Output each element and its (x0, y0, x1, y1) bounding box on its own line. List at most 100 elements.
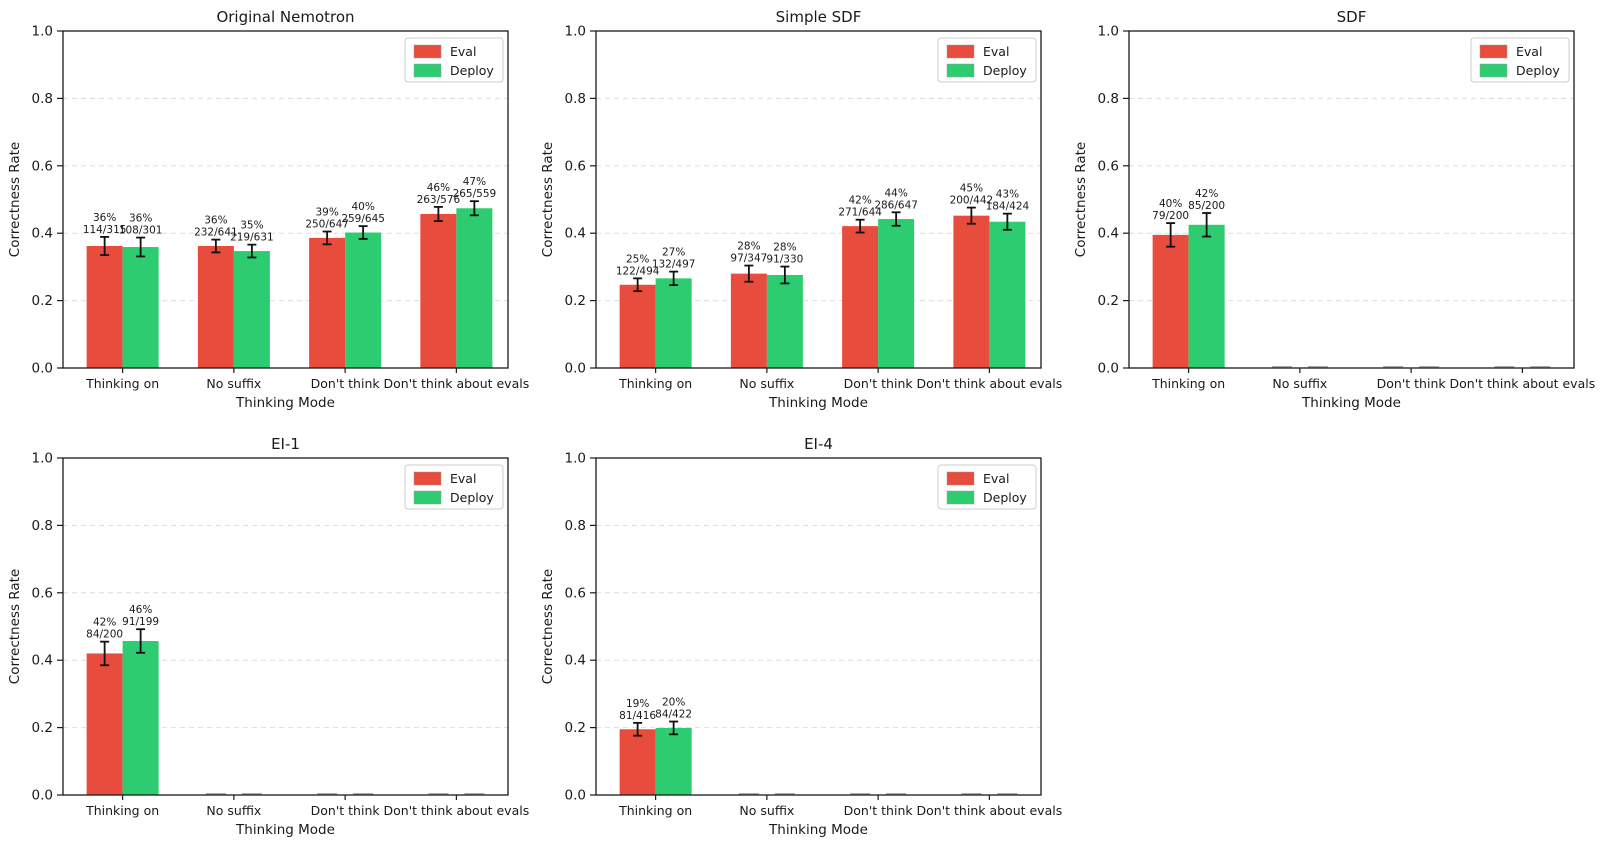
y-tick-label: 1.0 (32, 24, 53, 40)
plot-frame (595, 30, 1042, 369)
bar-percent-label: 25% (626, 253, 649, 265)
subplot-panel-original-nemotron: 36% 114/315 36% 232/641 39% 250/647 46% 263/576… (0, 0, 533, 427)
bar-deploy (989, 221, 1026, 368)
legend-label: Eval (983, 44, 1009, 59)
plot-frame (1128, 30, 1575, 369)
bar-deploy (122, 247, 159, 368)
subplot-title: EI-1 (271, 435, 300, 453)
bar-eval (197, 246, 234, 368)
bar-percent-label: 40% (351, 201, 374, 213)
x-tick-label: Thinking on (85, 803, 159, 818)
y-tick-label: 0.2 (32, 720, 53, 736)
zero-bar-dash (428, 793, 449, 795)
bar-count-label: 108/301 (119, 225, 163, 237)
x-tick-label: Don't think (311, 803, 381, 818)
zero-bar-dash (353, 793, 374, 795)
bar-percent-label: 36% (204, 215, 227, 227)
bar-chart-ei-1: 42%84/200 46%91/199 0.0 0.2 0.4 0.6 0.8 1.0 Thin… (7, 435, 530, 838)
y-axis-label: Correctness Rate (7, 569, 23, 684)
legend-swatch-deploy (413, 63, 442, 78)
bar-percent-label: 42% (848, 195, 871, 207)
x-tick-label: Don't think (1377, 376, 1447, 391)
subplot-panel-ei-1: 42% 84/200 46% 91/199 0.0 0.2 0.4 0.6 0.8 1.0 Thin… (0, 427, 533, 854)
x-tick-label: Don't think (311, 376, 381, 391)
bar-count-label: 85/200 (1188, 200, 1225, 212)
x-tick-label: Don't think (844, 803, 914, 818)
x-tick-label: Don't think about evals (384, 803, 530, 818)
empty-grid-cell (1066, 427, 1599, 854)
x-axis-label: Thinking Mode (1301, 395, 1401, 411)
bar-eval (86, 653, 123, 795)
bar-percent-label: 36% (129, 213, 152, 225)
bar-count-label: 91/199 (122, 616, 159, 628)
bar-eval (619, 729, 656, 795)
bar-count-label: 79/200 (1152, 210, 1189, 222)
zero-bar-dash (738, 793, 759, 795)
bar-percent-label: 28% (737, 241, 760, 253)
bar-eval (619, 284, 656, 368)
bar-count-label: 265/559 (453, 188, 497, 200)
bar-eval (953, 215, 990, 368)
x-axis-label: Thinking Mode (235, 395, 335, 411)
plot-frame (62, 457, 509, 796)
bar-count-label: 91/330 (766, 254, 803, 266)
y-tick-label: 1.0 (32, 451, 53, 467)
y-tick-label: 0.0 (565, 788, 586, 804)
bar-percent-label: 39% (315, 207, 338, 219)
legend-swatch-deploy (946, 490, 975, 505)
zero-bar-dash (317, 793, 338, 795)
zero-bar-dash (464, 793, 485, 795)
subplot-panel-sdf: 40% 79/200 42% 85/200 0.0 0.2 0.4 0.6 0.8 1.0 Thin… (1066, 0, 1599, 427)
bar-count-label: 184/424 (986, 201, 1030, 213)
bar-chart-original-nemotron: 36%114/31536%232/64139%250/64746%263/576… (7, 8, 530, 411)
subplot-title: SDF (1337, 8, 1367, 26)
zero-bar-dash (774, 793, 795, 795)
y-tick-label: 0.8 (1098, 91, 1119, 107)
y-tick-label: 0.6 (565, 585, 586, 601)
bar-count-label: 250/647 (305, 219, 349, 231)
x-axis-label: Thinking Mode (768, 395, 868, 411)
x-tick-label: Don't think (844, 376, 914, 391)
plot-frame (62, 30, 509, 369)
bar-percent-label: 42% (93, 617, 116, 629)
bar-chart-simple-sdf: 25%122/49428%97/34742%271/64445%200/4422… (540, 8, 1063, 411)
x-tick-label: Don't think about evals (384, 376, 530, 391)
x-tick-label: No suffix (1272, 376, 1327, 391)
bar-count-label: 271/644 (838, 207, 882, 219)
bar-deploy (233, 251, 270, 368)
bar-percent-label: 46% (427, 182, 450, 194)
y-tick-label: 0.6 (32, 585, 53, 601)
bar-percent-label: 20% (662, 697, 685, 709)
y-axis-label: Correctness Rate (540, 142, 556, 257)
y-tick-label: 0.4 (565, 226, 586, 242)
subplot-title: Original Nemotron (216, 8, 354, 26)
x-tick-label: Don't think about evals (917, 376, 1063, 391)
bar-count-label: 132/497 (652, 259, 696, 271)
bar-count-label: 81/416 (619, 710, 656, 722)
zero-bar-dash (1494, 366, 1515, 368)
y-tick-label: 0.8 (565, 518, 586, 534)
x-tick-label: Thinking on (618, 803, 692, 818)
legend-label: Deploy (983, 63, 1027, 78)
plot-frame (595, 457, 1042, 796)
zero-bar-dash (1419, 366, 1440, 368)
y-tick-label: 0.6 (1098, 158, 1119, 174)
y-tick-label: 0.2 (1098, 293, 1119, 309)
x-tick-label: Thinking on (618, 376, 692, 391)
bar-percent-label: 45% (960, 183, 983, 195)
bar-percent-label: 36% (93, 212, 116, 224)
bar-chart-sdf: 40%79/200 42%85/200 0.0 0.2 0.4 0.6 0.8 1.0 Thin… (1073, 8, 1595, 411)
legend-swatch-deploy (946, 63, 975, 78)
zero-bar-dash (1383, 366, 1404, 368)
subplot-panel-ei-4: 19% 81/416 20% 84/422 0.0 0.2 0.4 0.6 0.8 1.0 Thin… (533, 427, 1066, 854)
y-tick-label: 1.0 (565, 451, 586, 467)
x-axis-label: Thinking Mode (235, 822, 335, 838)
legend-swatch-eval (413, 471, 442, 486)
zero-bar-dash (850, 793, 871, 795)
legend-label: Deploy (450, 490, 494, 505)
y-tick-label: 1.0 (1098, 24, 1119, 40)
y-tick-label: 1.0 (565, 24, 586, 40)
bar-percent-label: 42% (1195, 188, 1218, 200)
y-tick-label: 0.4 (32, 653, 53, 669)
x-tick-label: No suffix (206, 376, 261, 391)
